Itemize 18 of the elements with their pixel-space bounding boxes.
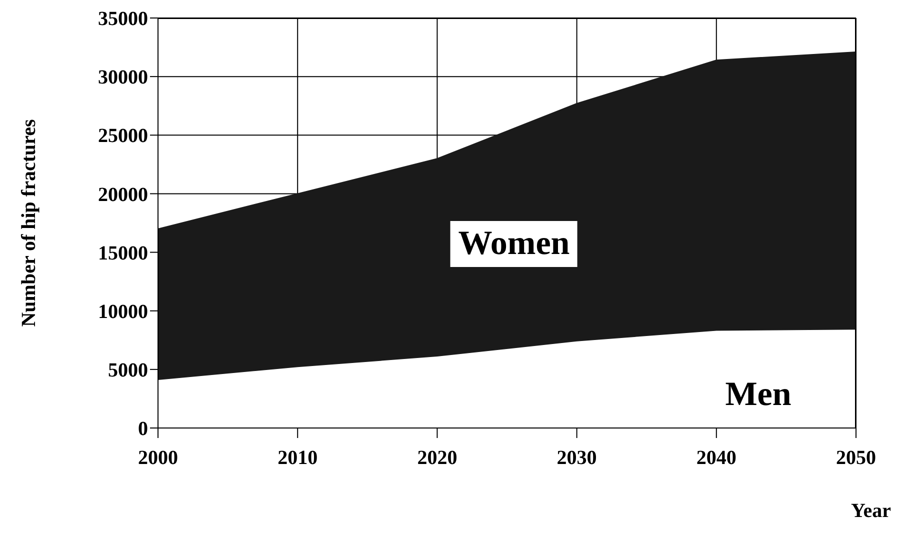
x-tick-label: 2000 (138, 447, 178, 470)
x-tick-label: 2020 (417, 447, 458, 470)
x-tick-label: 2010 (278, 447, 318, 470)
y-tick-label: 35000 (98, 8, 148, 30)
y-tick-label: 10000 (98, 300, 148, 323)
y-tick-label: 5000 (108, 360, 148, 382)
y-tick-label: 20000 (98, 184, 148, 206)
y-tick-label: 25000 (98, 125, 148, 148)
x-axis-title: Year (851, 500, 891, 523)
series-label: Men (724, 375, 792, 416)
x-tick-label: 2040 (696, 447, 736, 470)
y-axis-title: Number of hip fractures (18, 118, 40, 327)
x-tick-label: 2030 (556, 447, 597, 470)
x-tick-label: 2050 (836, 447, 876, 470)
y-tick-label: 15000 (98, 242, 148, 264)
y-tick-label: 0 (138, 418, 148, 440)
y-tick-label: 30000 (98, 66, 148, 89)
series-label: Women (450, 220, 578, 266)
